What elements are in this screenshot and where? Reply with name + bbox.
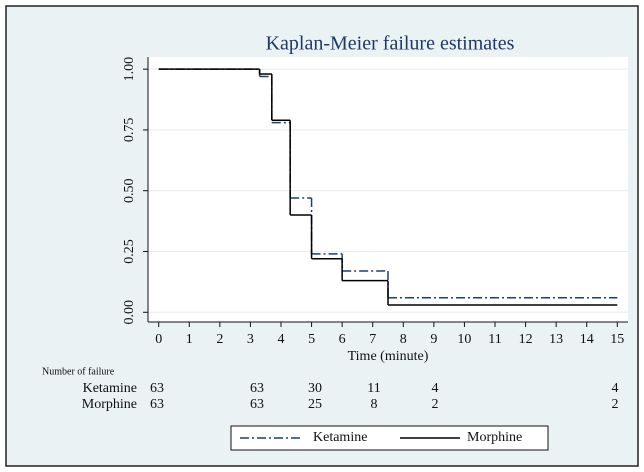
x-tick-label: 9 <box>430 332 437 347</box>
y-tick-label: 1.00 <box>122 57 137 82</box>
risk-value: 4 <box>432 381 439 396</box>
x-tick-label: 3 <box>247 332 254 347</box>
risk-value: 11 <box>367 381 380 396</box>
x-tick-label: 11 <box>488 332 501 347</box>
x-tick-label: 5 <box>308 332 315 347</box>
legend-label: Ketamine <box>313 430 367 445</box>
legend-label: Morphine <box>467 430 522 445</box>
x-tick-label: 13 <box>549 332 563 347</box>
risk-value: 63 <box>250 381 264 396</box>
risk-value: 2 <box>432 397 439 412</box>
risk-value: 2 <box>612 397 619 412</box>
chart-title: Kaplan-Meier failure estimates <box>266 33 515 55</box>
x-tick-label: 15 <box>610 332 624 347</box>
risk-value: 30 <box>308 381 322 396</box>
risk-value: 25 <box>308 397 322 412</box>
x-tick-label: 0 <box>155 332 162 347</box>
y-tick-label: 0.25 <box>122 239 137 264</box>
y-tick-label: 0.50 <box>122 178 137 203</box>
x-tick-label: 7 <box>369 332 376 347</box>
x-tick-label: 8 <box>400 332 407 347</box>
risk-table-title: Number of failure <box>42 366 115 377</box>
y-tick-label: 0.00 <box>122 300 137 325</box>
risk-value: 8 <box>371 397 378 412</box>
x-tick-label: 1 <box>186 332 193 347</box>
x-tick-label: 10 <box>457 332 471 347</box>
risk-value: 63 <box>250 397 264 412</box>
y-tick-label: 0.75 <box>122 118 137 143</box>
risk-value: 63 <box>150 381 164 396</box>
x-tick-label: 6 <box>339 332 346 347</box>
legend-box <box>230 425 549 451</box>
risk-value: 4 <box>612 381 619 396</box>
x-tick-label: 2 <box>216 332 223 347</box>
risk-row-label: Ketamine <box>83 381 137 396</box>
x-axis-label: Time (minute) <box>348 349 429 364</box>
x-tick-label: 12 <box>519 332 533 347</box>
x-tick-label: 14 <box>580 332 594 347</box>
x-tick-label: 4 <box>277 332 284 347</box>
risk-value: 63 <box>150 397 164 412</box>
risk-row-label: Morphine <box>82 397 137 412</box>
